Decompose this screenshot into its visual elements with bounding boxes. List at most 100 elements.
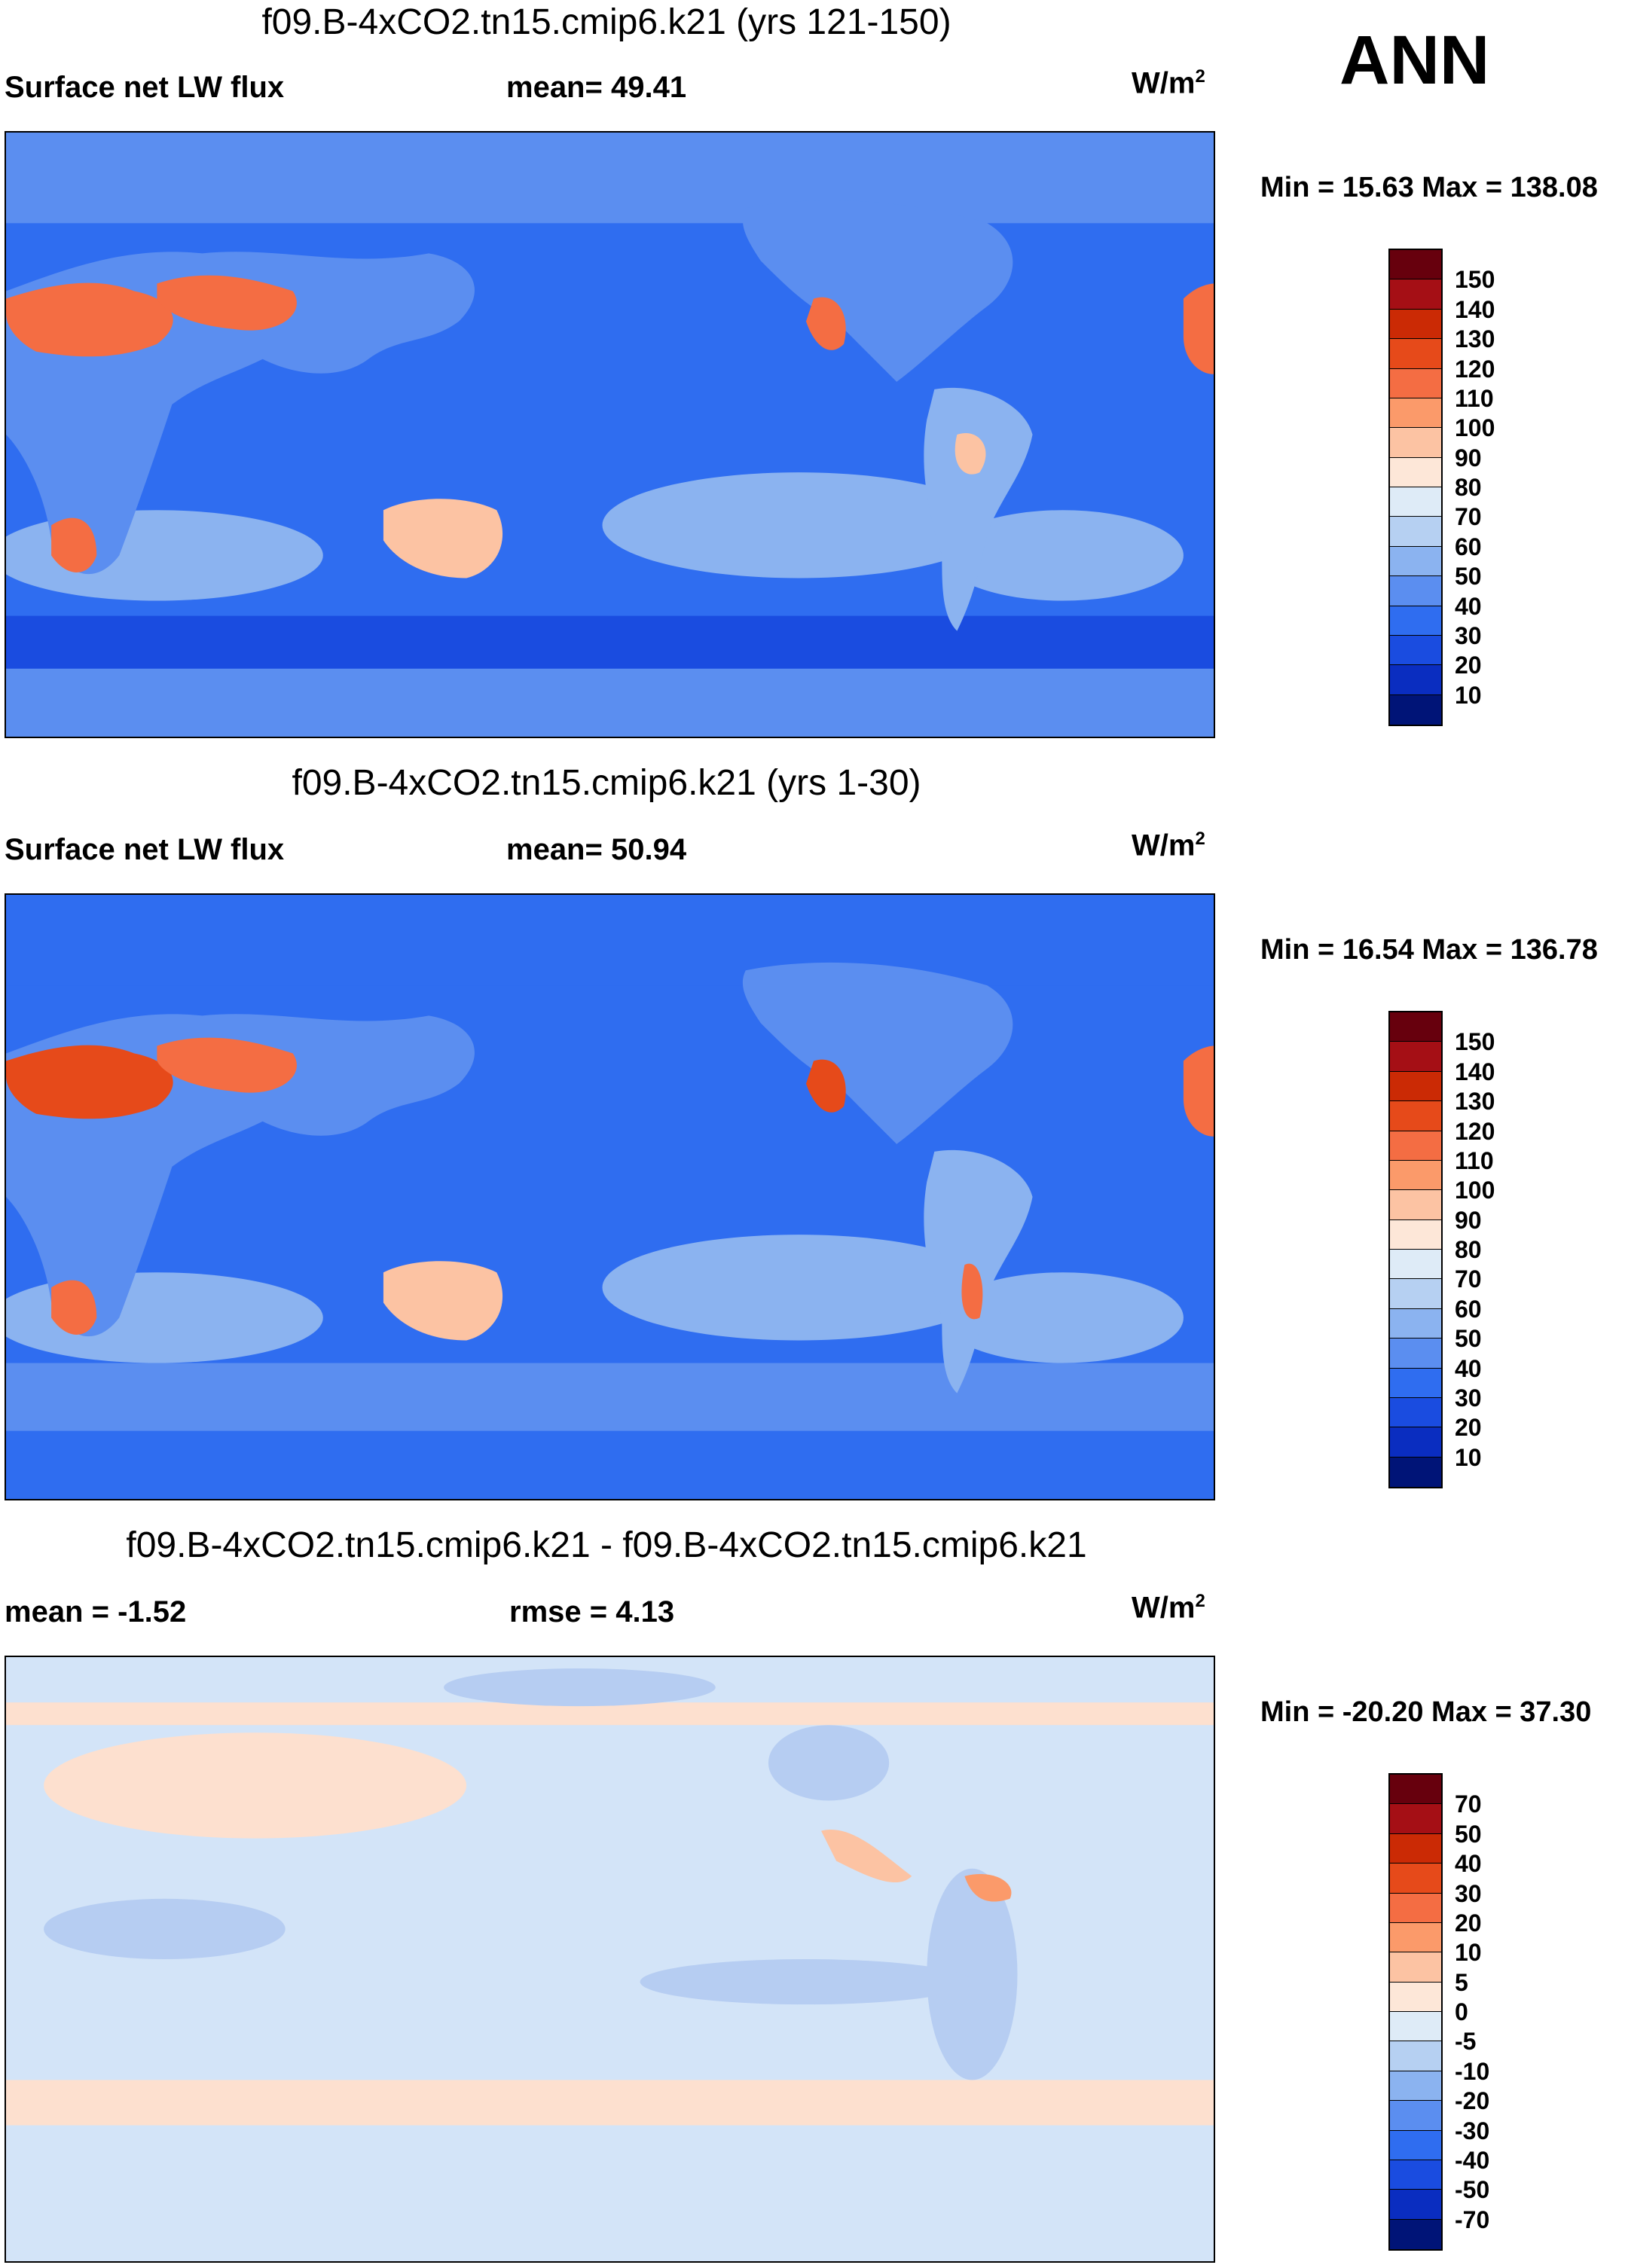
colorbar-tick-label: 100 — [1455, 414, 1495, 442]
panel-2-minmax: Min = 16.54 Max = 136.78 — [1260, 934, 1598, 966]
panel-1-mean-label: mean= 49.41 — [506, 71, 687, 104]
colorbar-tick-label: -70 — [1455, 2205, 1490, 2233]
colorbar-swatch — [1390, 1397, 1441, 1428]
panel-3-units: W/m2 — [1132, 1591, 1205, 1625]
colorbar-tick-label: 50 — [1455, 563, 1482, 591]
colorbar-swatch — [1390, 250, 1441, 280]
colorbar-tick-label: 110 — [1455, 1146, 1494, 1174]
colorbar-swatch — [1390, 2071, 1441, 2102]
arctic-band — [6, 133, 1214, 224]
panel-1-colorbar — [1388, 249, 1443, 726]
colorbar-tick-label: 20 — [1455, 1909, 1482, 1937]
colorbar-tick-label: 140 — [1455, 1058, 1495, 1085]
panel-2-title: f09.B-4xCO2.tn15.cmip6.k21 (yrs 1-30) — [292, 763, 921, 803]
colorbar-swatch — [1390, 576, 1441, 606]
north-america-land — [742, 200, 1013, 382]
colorbar-tick-label: -40 — [1455, 2146, 1490, 2174]
colorbar-swatch — [1390, 1101, 1441, 1131]
arctic-blue — [444, 1668, 716, 1707]
amazon-warm — [964, 1874, 1012, 1902]
colorbar-swatch — [1390, 368, 1441, 398]
colorbar-tick-label: 0 — [1455, 1998, 1468, 2025]
colorbar-swatch — [1390, 2130, 1441, 2160]
colorbar-swatch — [1390, 457, 1441, 487]
colorbar-swatch — [1390, 2101, 1441, 2131]
middle-east-hot — [157, 275, 297, 331]
colorbar-swatch — [1390, 1952, 1441, 1983]
colorbar-swatch — [1390, 1308, 1441, 1339]
panel-3-mean-label: mean = -1.52 — [5, 1595, 187, 1629]
colorbar-tick-label: 60 — [1455, 1295, 1482, 1323]
colorbar-tick-label: 10 — [1455, 1443, 1482, 1471]
colorbar-tick-label: 80 — [1455, 474, 1482, 501]
colorbar-tick-label: -50 — [1455, 2176, 1490, 2204]
colorbar-tick-label: 5 — [1455, 1968, 1468, 1996]
colorbar-swatch — [1390, 635, 1441, 666]
colorbar-tick-label: 150 — [1455, 1028, 1495, 1056]
colorbar-swatch — [1390, 309, 1441, 340]
colorbar-tick-label: 70 — [1455, 503, 1482, 531]
colorbar-swatch — [1390, 1804, 1441, 1834]
antarctica-fill — [6, 668, 1214, 737]
colorbar-swatch — [1390, 1427, 1441, 1458]
colorbar-tick-label: 120 — [1455, 1117, 1495, 1145]
northern-warm-band — [6, 1702, 1214, 1726]
andes-warm — [955, 433, 986, 475]
middle-east-hot — [157, 1037, 297, 1093]
southern-ocean-band — [6, 1363, 1214, 1431]
colorbar-swatch — [1390, 1864, 1441, 1894]
se-pacific-patch — [602, 1235, 995, 1341]
southern-africa-hot — [51, 1280, 97, 1335]
colorbar-swatch — [1390, 1190, 1441, 1220]
eurasia-warm — [44, 1732, 467, 1839]
colorbar-tick-label: 40 — [1455, 1850, 1482, 1878]
colorbar-swatch — [1390, 2041, 1441, 2071]
sahara-hot — [6, 282, 173, 357]
panel-1-map — [5, 131, 1215, 738]
andes-hot — [961, 1263, 983, 1320]
sw-usa-hot — [805, 1059, 846, 1113]
colorbar-swatch — [1390, 2219, 1441, 2249]
colorbar-tick-label: 30 — [1455, 1384, 1482, 1412]
colorbar-swatch — [1390, 1279, 1441, 1309]
colorbar-tick-label: 50 — [1455, 1820, 1482, 1848]
colorbar-tick-label: 10 — [1455, 681, 1482, 709]
colorbar-tick-label: -5 — [1455, 2028, 1477, 2056]
colorbar-swatch — [1390, 1775, 1441, 1805]
north-america-land — [742, 962, 1013, 1144]
south-america-land — [924, 387, 1033, 631]
colorbar-tick-label: -10 — [1455, 2057, 1490, 2085]
colorbar-tick-label: 110 — [1455, 384, 1494, 412]
panel-1-variable-label: Surface net LW flux — [5, 71, 285, 104]
colorbar-tick-label: 90 — [1455, 444, 1482, 472]
colorbar-swatch — [1390, 1833, 1441, 1864]
colorbar-tick-label: 10 — [1455, 1939, 1482, 1967]
colorbar-swatch — [1390, 665, 1441, 695]
se-pacific-patch — [602, 472, 995, 578]
colorbar-swatch — [1390, 487, 1441, 517]
sa-blue — [927, 1868, 1018, 2080]
colorbar-tick-label: 50 — [1455, 1325, 1482, 1353]
central-america-warm — [821, 1830, 912, 1883]
colorbar-swatch — [1390, 1012, 1441, 1042]
panel-3-colorbar — [1388, 1773, 1443, 2251]
sahara-hot — [6, 1045, 173, 1119]
colorbar-swatch — [1390, 1219, 1441, 1250]
s-atlantic-patch — [942, 510, 1184, 601]
panel-3-minmax: Min = -20.20 Max = 37.30 — [1260, 1696, 1592, 1728]
s-pacific-blue — [640, 1959, 973, 2005]
colorbar-tick-label: -20 — [1455, 2087, 1490, 2115]
panel-3-title: f09.B-4xCO2.tn15.cmip6.k21 - f09.B-4xCO2… — [126, 1525, 1087, 1565]
panel-3-rmse-label: rmse = 4.13 — [509, 1595, 675, 1629]
west-africa-edge-hot — [1183, 283, 1214, 374]
colorbar-swatch — [1390, 546, 1441, 577]
colorbar-tick-label: 130 — [1455, 1088, 1495, 1116]
colorbar-tick-label: 20 — [1455, 1414, 1482, 1442]
panel-1-minmax: Min = 15.63 Max = 138.08 — [1260, 172, 1598, 203]
colorbar-swatch — [1390, 1368, 1441, 1398]
antarctica-fill — [6, 1430, 1214, 1499]
colorbar-swatch — [1390, 1922, 1441, 1953]
colorbar-swatch — [1390, 339, 1441, 369]
colorbar-swatch — [1390, 606, 1441, 636]
colorbar-tick-label: 140 — [1455, 295, 1495, 323]
